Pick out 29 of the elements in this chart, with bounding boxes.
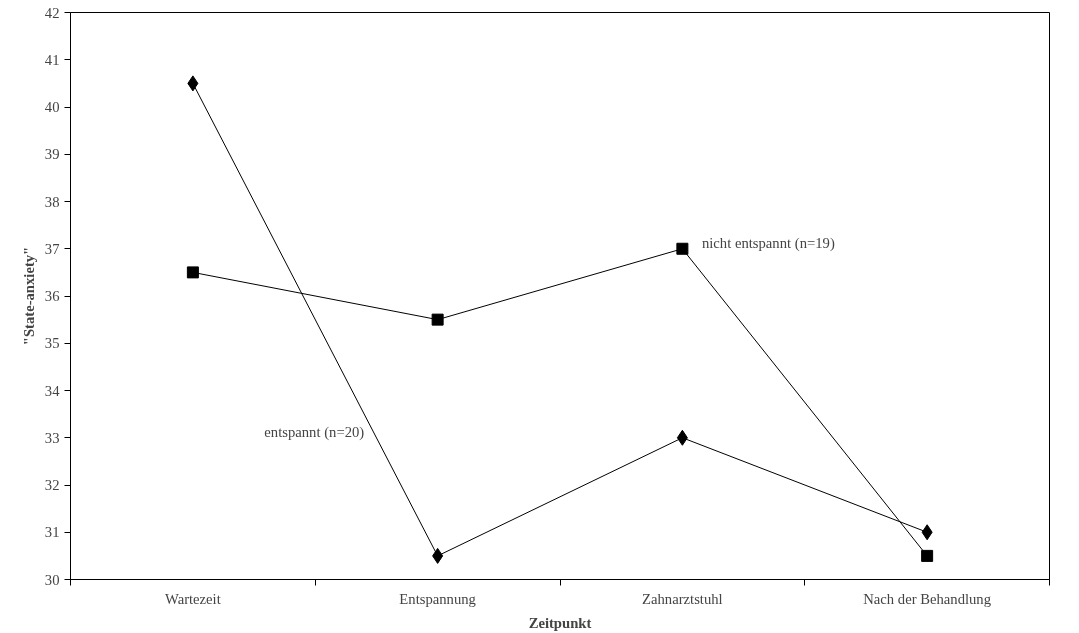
y-tick-label: 33 xyxy=(44,429,60,446)
point xyxy=(921,524,933,541)
point xyxy=(431,313,444,326)
point xyxy=(921,549,934,562)
y-tick-label: 32 xyxy=(44,477,60,493)
y-tick-label: 38 xyxy=(44,193,60,210)
series-label: entspannt (n=20) xyxy=(264,423,365,441)
point xyxy=(676,429,688,446)
y-tick-label: 36 xyxy=(44,288,60,304)
x-tick-label: Nach der Behandlung xyxy=(863,590,992,607)
point xyxy=(676,242,689,255)
point xyxy=(186,266,199,279)
x-tick-label: Wartezeit xyxy=(164,590,221,607)
series-label: nicht entspannt (n=19) xyxy=(701,234,835,252)
y-tick-label: 42 xyxy=(44,4,60,21)
point xyxy=(187,75,199,92)
x-tick-label: Entspannung xyxy=(399,590,477,607)
x-tick-label: Zahnarztstuhl xyxy=(642,590,723,607)
y-tick-label: 30 xyxy=(44,571,60,588)
y-tick-label: 34 xyxy=(44,382,61,399)
point xyxy=(432,547,444,564)
y-tick-label: 35 xyxy=(44,335,60,352)
y-tick-label: 31 xyxy=(44,524,60,541)
y-tick-label: 39 xyxy=(44,146,60,163)
y-tick-label: 41 xyxy=(44,51,60,68)
y-tick-label: 40 xyxy=(44,99,60,115)
y-axis-title: "State-anxiety" xyxy=(20,246,37,346)
x-axis-title: Zeitpunkt xyxy=(528,614,592,631)
y-tick-label: 37 xyxy=(44,240,60,257)
